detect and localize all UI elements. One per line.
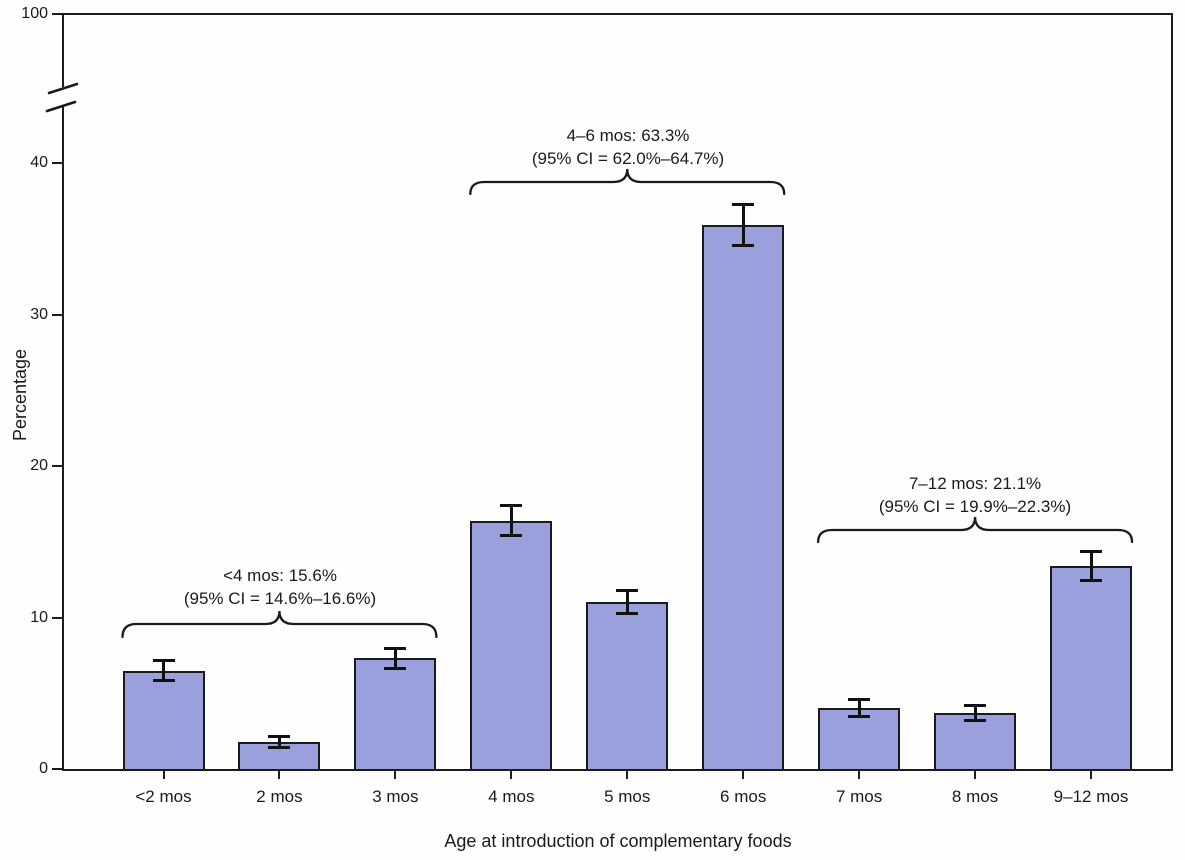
- x-axis-tick-label: 6 mos: [720, 787, 767, 806]
- y-axis-tick: [52, 162, 62, 164]
- bar-5 mos: [586, 602, 669, 771]
- x-axis-tick: [1090, 770, 1093, 779]
- error-bar-cap-bottom: [384, 667, 407, 670]
- x-axis-tick: [278, 770, 281, 779]
- error-bar-cap-top: [1080, 549, 1103, 553]
- x-axis-tick-label: 7 mos: [835, 787, 883, 806]
- error-bar-line: [1089, 550, 1093, 582]
- annotation-line-1: 4–6 mos: 63.3%: [566, 126, 690, 145]
- bar-6 mos: [702, 225, 785, 771]
- annotation-line-2: (95% CI = 14.6%–16.6%): [183, 588, 377, 608]
- error-bar-cap-bottom: [848, 715, 871, 719]
- y-axis-tick-label: 0: [39, 760, 48, 777]
- error-bar-line: [277, 735, 281, 748]
- error-bar-cap-top: [500, 504, 523, 508]
- error-bar-cap-top: [616, 589, 639, 593]
- error-bar-cap-top: [152, 658, 175, 662]
- group-annotation-4-to-6-months: 4–6 mos: 63.3% (95% CI = 62.0%–64.7%): [448, 125, 808, 170]
- error-bar-cap-bottom: [964, 718, 987, 722]
- x-axis-tick: [858, 770, 861, 779]
- error-bar-line: [741, 203, 745, 247]
- x-axis-tick: [510, 770, 513, 779]
- group-annotation-7-to-12-months: 7–12 mos: 21.1% (95% CI = 19.9%–22.3%): [795, 473, 1155, 518]
- error-bar-line: [509, 505, 513, 536]
- error-bar-line: [857, 699, 861, 718]
- y-axis-tick: [52, 13, 62, 15]
- x-axis-tick-label: <2 mos: [135, 787, 192, 806]
- x-axis-tick: [162, 770, 165, 779]
- error-bar-line: [973, 705, 977, 721]
- error-bar-cap-top: [732, 202, 755, 206]
- x-axis-tick-label: 4 mos: [488, 787, 535, 806]
- error-bar-cap-bottom: [268, 745, 291, 749]
- bar-<2 mos: [122, 670, 205, 771]
- error-bar-cap-top: [964, 704, 987, 708]
- x-axis-tick: [626, 770, 629, 779]
- y-axis-tick: [52, 313, 62, 316]
- y-axis-tick: [52, 616, 62, 619]
- annotation-line-2: (95% CI = 62.0%–64.7%): [531, 148, 725, 168]
- error-bar-cap-bottom: [616, 612, 639, 616]
- bar-3 mos: [354, 658, 437, 771]
- y-axis-tick-label: 30: [30, 305, 48, 323]
- error-bar-cap-bottom: [1080, 579, 1103, 583]
- x-axis-title: Age at introduction of complementary foo…: [444, 831, 792, 851]
- y-axis-tick: [52, 465, 62, 467]
- x-axis-tick-label: 9–12 mos: [1053, 787, 1129, 806]
- annotation-line-1: <4 mos: 15.6%: [223, 566, 337, 585]
- y-axis-tick-label: 20: [30, 457, 48, 474]
- y-axis-tick-label: 10: [30, 608, 48, 626]
- error-bar-cap-top: [384, 646, 407, 650]
- x-axis-tick-label: 3 mos: [372, 787, 419, 806]
- x-axis-tick-label: 8 mos: [951, 787, 999, 806]
- bar-4 mos: [470, 520, 553, 771]
- group-annotation-under-4-months: <4 mos: 15.6% (95% CI = 14.6%–16.6%): [100, 565, 460, 610]
- x-axis-tick: [742, 770, 745, 779]
- x-axis-tick: [394, 770, 397, 779]
- y-axis-tick: [52, 768, 62, 770]
- error-bar-line: [625, 590, 629, 615]
- error-bar-line: [162, 659, 165, 682]
- bar-9–12 mos: [1050, 565, 1133, 771]
- error-bar-cap-bottom: [732, 244, 755, 248]
- annotation-line-2: (95% CI = 19.9%–22.3%): [878, 496, 1072, 516]
- x-axis-tick-label: 2 mos: [256, 787, 303, 806]
- bar-7 mos: [818, 708, 901, 771]
- error-bar-cap-top: [848, 698, 871, 702]
- y-axis-tick-label: 100: [21, 5, 48, 22]
- y-axis-tick-label: 40: [30, 154, 48, 171]
- annotation-line-1: 7–12 mos: 21.1%: [908, 474, 1042, 493]
- error-bar-cap-bottom: [152, 679, 175, 683]
- error-bar-cap-top: [268, 734, 291, 738]
- bar-8 mos: [934, 712, 1017, 771]
- x-axis-tick: [974, 770, 977, 779]
- x-axis-tick-label: 5 mos: [604, 787, 651, 806]
- error-bar-cap-bottom: [500, 533, 523, 537]
- error-bar-line: [393, 647, 397, 669]
